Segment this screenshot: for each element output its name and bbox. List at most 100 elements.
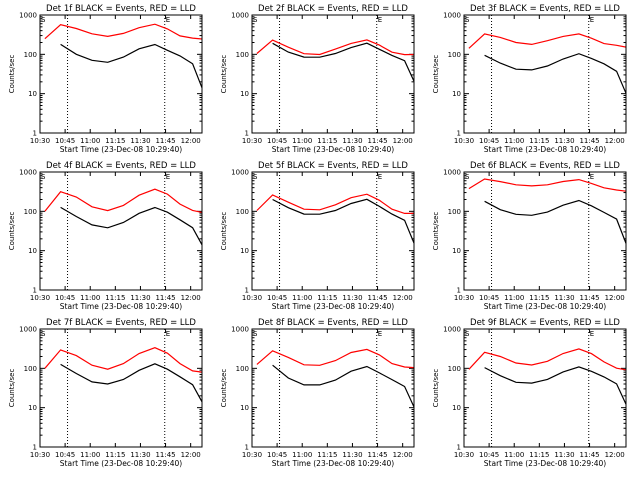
x-tick-label: 11:00 [504, 451, 524, 459]
y-tick-label: 10 [240, 404, 249, 412]
x-tick-label: 11:30 [554, 451, 574, 459]
plot-frame [39, 14, 203, 134]
y-tick-label: 1 [33, 287, 37, 295]
y-tick-label: 100 [448, 51, 461, 59]
y-tick-label: 100 [448, 208, 461, 216]
lld-series-line [44, 347, 203, 373]
end-marker-label: E [378, 330, 382, 338]
x-tick-label: 11:30 [130, 137, 150, 145]
x-axis-label: Start Time (23-Dec-08 10:29:40) [60, 145, 182, 154]
end-marker-label: E [590, 330, 594, 338]
y-tick-label: 10 [240, 90, 249, 98]
end-marker-label: E [166, 16, 170, 24]
x-tick-label: 11:15 [317, 294, 337, 302]
chart-panel-2: Det 2f BLACK = Events, RED = LLD 1 10 100 10… [220, 4, 415, 154]
y-tick-label: 1000 [19, 169, 37, 177]
x-tick-label: 12:00 [605, 294, 625, 302]
plot-frame [463, 14, 627, 134]
y-tick-label: 10 [452, 404, 461, 412]
x-axis-label: Start Time (23-Dec-08 10:29:40) [484, 302, 606, 311]
chart-title: Det 5f BLACK = Events, RED = LLD [258, 161, 408, 171]
x-tick-label: 11:45 [367, 137, 387, 145]
y-tick-label: 1000 [19, 12, 37, 20]
chart-title: Det 2f BLACK = Events, RED = LLD [258, 4, 408, 14]
y-tick-label: 1000 [443, 12, 461, 20]
start-marker-label: S [253, 16, 258, 24]
x-tick-label: 10:45 [479, 451, 499, 459]
events-series-line [484, 366, 627, 405]
end-marker-label: E [166, 330, 170, 338]
plot-frame [463, 328, 627, 448]
x-tick-label: 10:30 [454, 451, 474, 459]
y-tick-label: 1000 [231, 326, 249, 334]
lld-series-line [44, 23, 203, 40]
events-series-line [272, 198, 415, 244]
x-tick-label: 11:00 [80, 294, 100, 302]
lld-series-line [256, 193, 414, 214]
y-tick-label: 1 [245, 130, 249, 138]
chart-title: Det 7f BLACK = Events, RED = LLD [46, 318, 196, 328]
lld-series-line [468, 348, 627, 371]
events-series-line [60, 43, 203, 89]
x-tick-label: 11:00 [80, 137, 100, 145]
x-tick-label: 10:45 [267, 451, 287, 459]
x-tick-label: 11:30 [130, 451, 150, 459]
chart-panel-7: Det 7f BLACK = Events, RED = LLD 1 10 100 10… [8, 318, 203, 468]
x-tick-label: 10:30 [30, 451, 50, 459]
y-tick-label: 1 [33, 130, 37, 138]
x-tick-label: 11:30 [342, 137, 362, 145]
y-tick-label: 1 [33, 444, 37, 452]
x-axis-label: Start Time (23-Dec-08 10:29:40) [60, 302, 182, 311]
x-tick-label: 11:45 [579, 137, 599, 145]
y-tick-label: 1 [245, 287, 249, 295]
chart-panel-9: Det 9f BLACK = Events, RED = LLD 1 10 100 10… [432, 318, 627, 468]
chart-title: Det 1f BLACK = Events, RED = LLD [46, 4, 196, 14]
chart-title: Det 6f BLACK = Events, RED = LLD [470, 161, 620, 171]
x-tick-label: 12:00 [393, 137, 413, 145]
x-tick-label: 11:30 [554, 137, 574, 145]
y-tick-label: 1000 [443, 326, 461, 334]
y-tick-label: 10 [452, 247, 461, 255]
y-tick-label: 100 [448, 365, 461, 373]
x-tick-label: 10:45 [55, 294, 75, 302]
events-series-line [484, 53, 627, 94]
x-axis-label: Start Time (23-Dec-08 10:29:40) [60, 459, 182, 468]
lld-series-line [468, 33, 627, 49]
x-tick-label: 12:00 [605, 137, 625, 145]
x-axis-label: Start Time (23-Dec-08 10:29:40) [484, 145, 606, 154]
y-tick-label: 1 [457, 287, 461, 295]
x-axis-label: Start Time (23-Dec-08 10:29:40) [272, 302, 394, 311]
x-tick-label: 11:15 [105, 294, 125, 302]
events-series-line [272, 364, 415, 408]
chart-panel-6: Det 6f BLACK = Events, RED = LLD 1 10 100 10… [432, 161, 627, 311]
x-tick-label: 11:15 [105, 137, 125, 145]
events-series-line [60, 363, 203, 403]
x-tick-label: 11:00 [292, 137, 312, 145]
lld-series-line [468, 178, 627, 192]
x-axis-label: Start Time (23-Dec-08 10:29:40) [272, 459, 394, 468]
x-tick-label: 11:00 [504, 294, 524, 302]
x-tick-label: 10:30 [454, 137, 474, 145]
y-tick-label: 1000 [19, 326, 37, 334]
y-tick-label: 100 [24, 365, 37, 373]
x-tick-label: 10:45 [267, 294, 287, 302]
x-tick-label: 10:30 [242, 451, 262, 459]
x-tick-label: 11:00 [504, 137, 524, 145]
start-marker-label: S [465, 330, 470, 338]
x-tick-label: 11:30 [554, 294, 574, 302]
y-axis-label: Counts/sec [432, 212, 440, 251]
end-marker-label: E [166, 173, 170, 181]
y-axis-label: Counts/sec [220, 55, 228, 94]
x-tick-label: 12:00 [181, 294, 201, 302]
chart-title: Det 9f BLACK = Events, RED = LLD [470, 318, 620, 328]
y-tick-label: 10 [28, 404, 37, 412]
plot-frame [251, 171, 415, 291]
x-tick-label: 11:45 [367, 451, 387, 459]
x-tick-label: 11:30 [342, 451, 362, 459]
x-tick-label: 10:45 [55, 451, 75, 459]
start-marker-label: S [253, 330, 258, 338]
y-tick-label: 1 [457, 130, 461, 138]
y-tick-label: 10 [240, 247, 249, 255]
x-tick-label: 11:15 [529, 137, 549, 145]
plot-frame [39, 171, 203, 291]
